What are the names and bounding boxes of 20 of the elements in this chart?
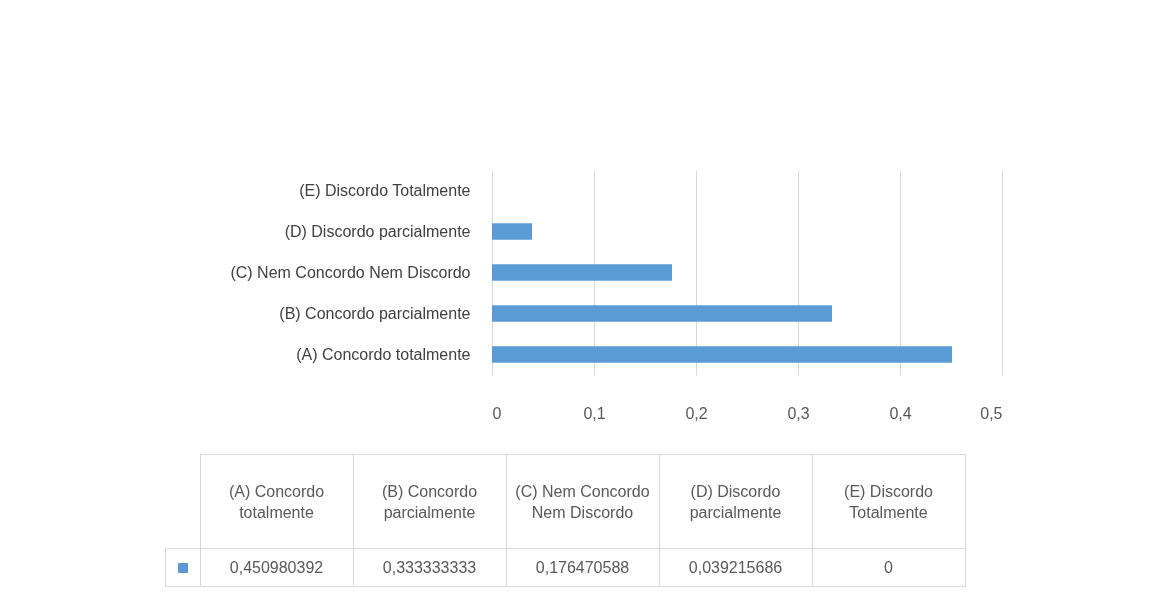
- y-tick-label: (A) Concordo totalmente: [296, 345, 471, 363]
- x-tick-label: 0: [492, 404, 502, 422]
- category-label: (D) Discordo parcialmente: [689, 482, 782, 521]
- y-tick-label: (D) Discordo parcialmente: [284, 222, 471, 240]
- x-tick-label: 0,2: [685, 404, 708, 422]
- y-tick-label: (E) Discordo Totalmente: [299, 181, 471, 199]
- category-label: (A) Concordo totalmente: [228, 482, 325, 521]
- x-tick-label: 0,4: [889, 404, 912, 422]
- text: 0,176470588: [535, 559, 630, 576]
- text: 0,450980392: [229, 559, 324, 576]
- x-tick-label: 0,1: [583, 404, 606, 422]
- y-tick-label: (B) Concordo parcialmente: [279, 304, 471, 322]
- category-label: (C) Nem Concordo Nem Discordo: [515, 482, 650, 521]
- y-tick-label: (C) Nem Concordo Nem Discordo: [230, 263, 471, 281]
- text: 0,039215686: [688, 559, 783, 576]
- text: 0,333333333: [382, 559, 477, 576]
- x-tick-label: 0,5: [980, 404, 1003, 422]
- category-label: (E) Discordo Totalmente: [844, 482, 933, 521]
- x-tick-label: 0,3: [787, 404, 810, 422]
- text: 0: [884, 559, 893, 576]
